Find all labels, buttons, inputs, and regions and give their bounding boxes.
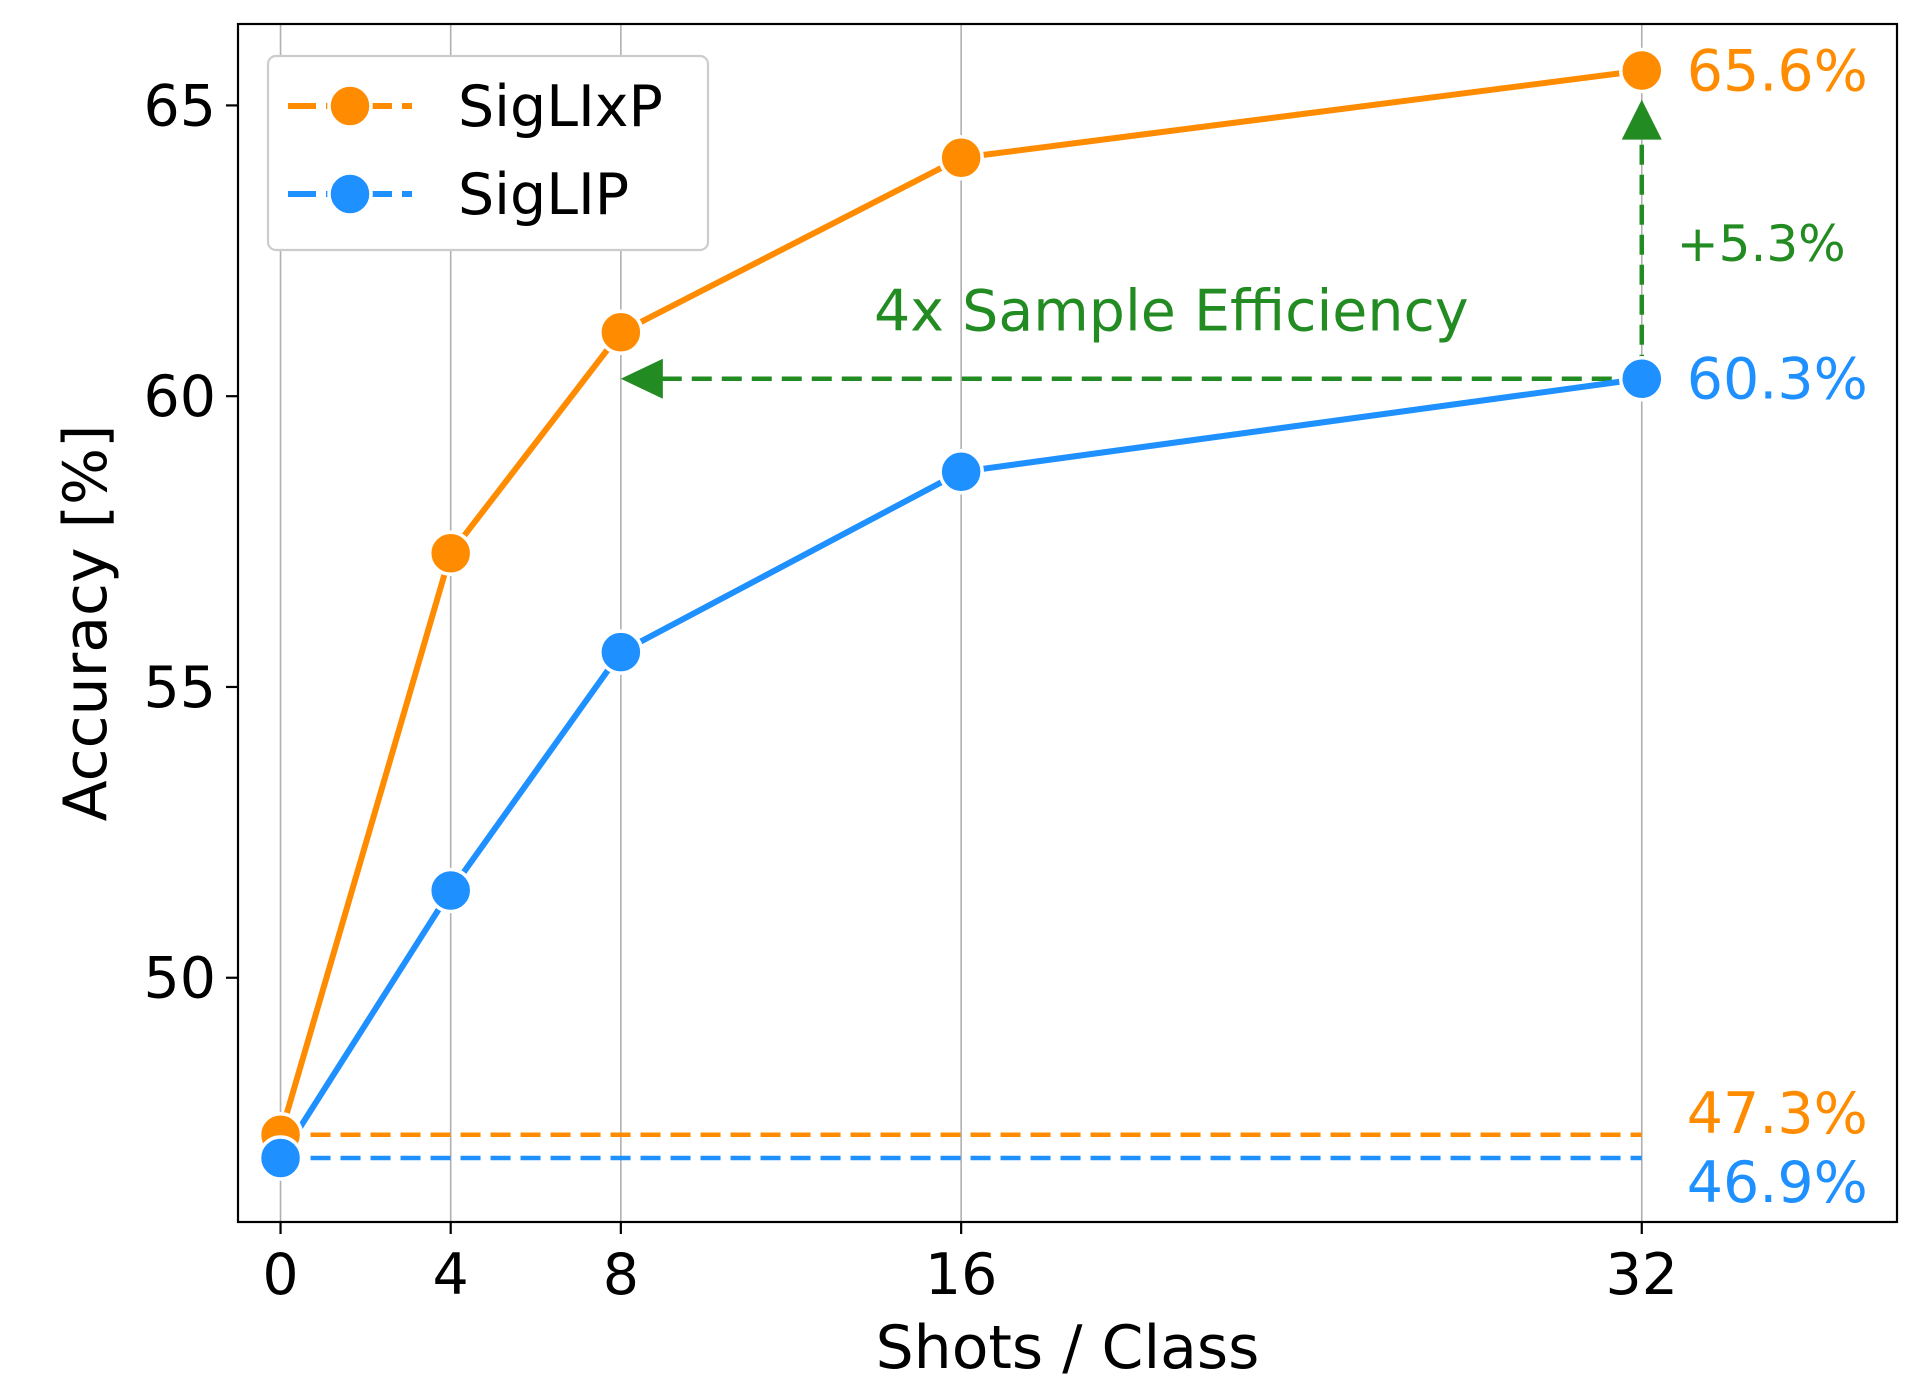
data-point-siglip xyxy=(598,629,644,675)
legend-label: SigLIP xyxy=(458,162,629,228)
efficiency-arrow-head xyxy=(620,358,663,399)
data-point-siglixp xyxy=(598,309,644,355)
baseline-value-label: 47.3% xyxy=(1687,1081,1868,1147)
end-value-label: 65.6% xyxy=(1687,39,1868,105)
y-axis-title: Accuracy [%] xyxy=(51,425,121,822)
x-tick-label: 8 xyxy=(603,1242,639,1308)
y-tick-label: 50 xyxy=(143,946,216,1012)
x-axis-title: Shots / Class xyxy=(876,1313,1260,1380)
efficiency-annotation-label: 4x Sample Efficiency xyxy=(874,279,1469,345)
gain-arrow-head xyxy=(1621,99,1662,140)
data-point-siglixp xyxy=(427,530,474,576)
x-tick-label: 0 xyxy=(262,1242,298,1308)
data-point-siglip xyxy=(427,867,474,914)
x-tick-label: 32 xyxy=(1606,1242,1679,1308)
end-value-label: 60.3% xyxy=(1687,347,1868,413)
gain-annotation-label: +5.3% xyxy=(1677,215,1846,273)
y-tick-label: 60 xyxy=(143,364,216,430)
plot-frame xyxy=(236,22,1899,1224)
data-point-siglixp xyxy=(1619,47,1665,94)
legend-marker xyxy=(327,83,373,129)
data-point-siglip xyxy=(938,449,984,495)
data-point-siglip xyxy=(1619,355,1665,402)
y-tick-label: 55 xyxy=(143,655,216,721)
y-tick-label: 65 xyxy=(143,73,216,139)
data-point-siglixp xyxy=(938,135,984,181)
baseline-value-label: 46.9% xyxy=(1687,1150,1868,1216)
data-point-siglip xyxy=(257,1135,304,1181)
x-tick-label: 16 xyxy=(925,1242,998,1308)
x-tick-label: 4 xyxy=(433,1242,469,1308)
legend-label: SigLIxP xyxy=(458,74,663,140)
legend-marker xyxy=(327,171,373,217)
